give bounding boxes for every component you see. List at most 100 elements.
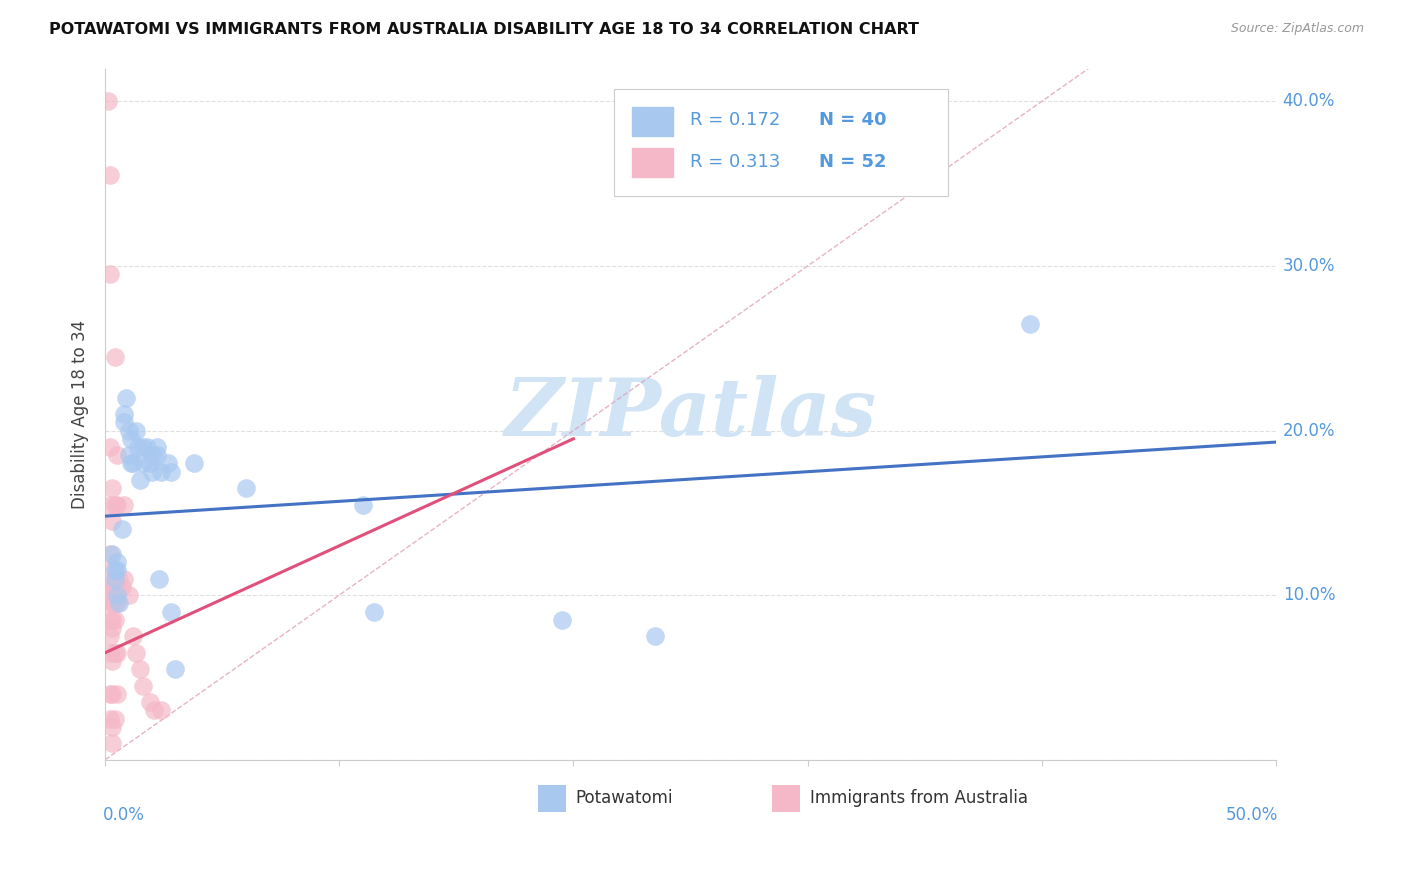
Point [145, 448, 167, 462]
Text: Potawatomi: Potawatomi [576, 789, 673, 807]
Point [101, 596, 124, 610]
Point [105, 564, 128, 578]
Point [150, 703, 173, 717]
Point [235, 481, 257, 495]
Point [120, 432, 142, 446]
Point [131, 457, 153, 471]
Point [103, 564, 125, 578]
Text: 10.0%: 10.0% [1282, 586, 1336, 604]
Text: 50.0%: 50.0% [1226, 805, 1278, 824]
Point [98, 547, 121, 561]
Point [101, 580, 124, 594]
Point [105, 687, 128, 701]
Point [117, 424, 139, 438]
Text: N = 40: N = 40 [820, 112, 887, 129]
Point [112, 572, 135, 586]
Point [103, 712, 125, 726]
Text: POTAWATOMI VS IMMIGRANTS FROM AUSTRALIA DISABILITY AGE 18 TO 34 CORRELATION CHAR: POTAWATOMI VS IMMIGRANTS FROM AUSTRALIA … [49, 22, 920, 37]
Point [105, 588, 128, 602]
Point [103, 613, 125, 627]
Text: 30.0%: 30.0% [1282, 257, 1336, 275]
Point [108, 596, 131, 610]
Point [101, 514, 124, 528]
Point [105, 448, 128, 462]
Point [112, 498, 135, 512]
Point [98, 629, 121, 643]
Point [165, 662, 187, 676]
Text: 20.0%: 20.0% [1282, 422, 1336, 440]
Text: Source: ZipAtlas.com: Source: ZipAtlas.com [1230, 22, 1364, 36]
Point [110, 522, 132, 536]
Point [141, 448, 163, 462]
Point [131, 679, 153, 693]
Point [124, 646, 146, 660]
Point [101, 621, 124, 635]
Point [150, 465, 173, 479]
Point [103, 596, 125, 610]
Point [101, 481, 124, 495]
FancyBboxPatch shape [614, 89, 948, 196]
Point [129, 662, 152, 676]
Point [101, 613, 124, 627]
FancyBboxPatch shape [538, 785, 567, 812]
FancyBboxPatch shape [631, 106, 673, 136]
Point [112, 415, 135, 429]
Point [363, 605, 385, 619]
Point [101, 588, 124, 602]
FancyBboxPatch shape [631, 148, 673, 177]
Text: ZIPatlas: ZIPatlas [505, 376, 876, 453]
Point [138, 695, 160, 709]
Point [131, 440, 153, 454]
Point [122, 629, 145, 643]
Point [145, 440, 167, 454]
Point [105, 588, 128, 602]
Point [108, 572, 131, 586]
Point [122, 457, 145, 471]
Point [96, 95, 118, 109]
Point [103, 588, 125, 602]
Point [110, 580, 132, 594]
Point [98, 580, 121, 594]
Point [101, 564, 124, 578]
Point [98, 646, 121, 660]
Point [120, 457, 142, 471]
Point [352, 498, 374, 512]
Point [101, 654, 124, 668]
Point [103, 350, 125, 364]
Point [98, 169, 121, 183]
Y-axis label: Disability Age 18 to 34: Disability Age 18 to 34 [72, 319, 89, 508]
Point [141, 465, 163, 479]
Point [138, 457, 160, 471]
Point [103, 572, 125, 586]
Point [159, 605, 181, 619]
Point [101, 720, 124, 734]
Point [105, 498, 128, 512]
Point [1019, 317, 1042, 331]
Point [98, 687, 121, 701]
Point [101, 687, 124, 701]
Point [115, 391, 138, 405]
Point [105, 596, 128, 610]
Point [148, 572, 170, 586]
Point [136, 440, 159, 454]
Point [105, 555, 128, 569]
Point [143, 703, 166, 717]
Point [183, 457, 205, 471]
Text: 40.0%: 40.0% [1282, 93, 1336, 111]
Point [117, 588, 139, 602]
Point [103, 572, 125, 586]
Point [101, 736, 124, 750]
Text: R = 0.172: R = 0.172 [690, 112, 780, 129]
Point [98, 596, 121, 610]
Point [117, 448, 139, 462]
Point [112, 407, 135, 421]
Point [103, 646, 125, 660]
Point [98, 440, 121, 454]
Point [98, 267, 121, 281]
Point [127, 440, 149, 454]
Text: R = 0.313: R = 0.313 [690, 153, 780, 171]
Point [105, 646, 128, 660]
Point [101, 547, 124, 561]
FancyBboxPatch shape [772, 785, 800, 812]
Point [157, 457, 180, 471]
